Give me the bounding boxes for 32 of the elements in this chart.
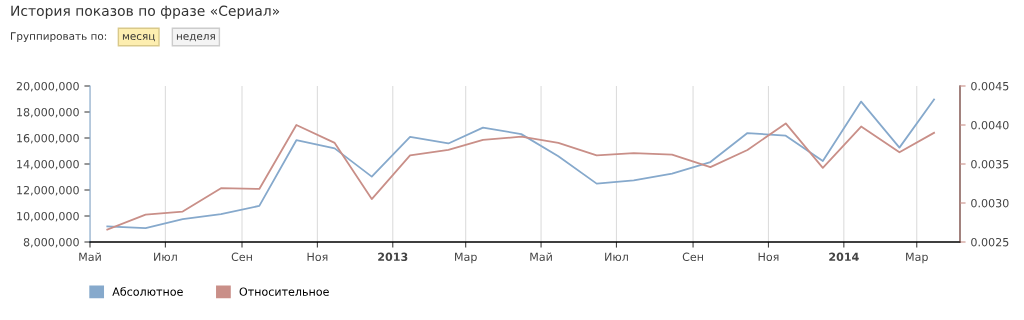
legend-label: Относительное [239, 287, 329, 296]
chart-title: История показов по фразе «Сериал» [11, 5, 280, 19]
y2-tick-label: 0.0035 [971, 159, 1009, 169]
y-tick-label: 14,000,000 [17, 159, 79, 170]
x-tick-label: Мар [455, 252, 477, 264]
y2-tick-label: 0.0040 [971, 120, 1009, 130]
x-tick-label: Июл [154, 252, 177, 262]
x-tick-label: 2014 [829, 252, 859, 262]
x-tick-label: Сен [231, 252, 252, 262]
y2-tick-label: 0.0045 [971, 81, 1009, 91]
y-tick-label: 16,000,000 [17, 133, 79, 144]
x-tick-label: Май [530, 252, 552, 262]
x-tick-label: Мар [906, 252, 928, 264]
y-tick-label: 18,000,000 [17, 107, 79, 118]
y-tick-label: 20,000,000 [16, 81, 79, 92]
y2-tick-label: 0.0025 [971, 237, 1009, 247]
x-tick-label: Июл [605, 252, 628, 262]
y-tick-label: 12,000,000 [17, 185, 79, 196]
x-tick-label: Ноя [307, 252, 328, 262]
x-tick-label: Май [79, 252, 101, 262]
x-tick-label: Ноя [758, 252, 779, 262]
text: Группировать по: [11, 32, 107, 43]
y-tick-label: 10,000,000 [17, 211, 79, 222]
x-tick-label: 2013 [378, 252, 408, 262]
line-series [106, 122, 935, 231]
line-series [106, 98, 935, 229]
y2-tick-label: 0.0030 [971, 198, 1009, 208]
text: месяц [122, 34, 155, 42]
y-tick-label: 8,000,000 [23, 237, 79, 248]
x-tick-label: Сен [682, 252, 703, 262]
legend-label: Абсолютное [112, 287, 183, 296]
text: неделя [176, 34, 215, 42]
